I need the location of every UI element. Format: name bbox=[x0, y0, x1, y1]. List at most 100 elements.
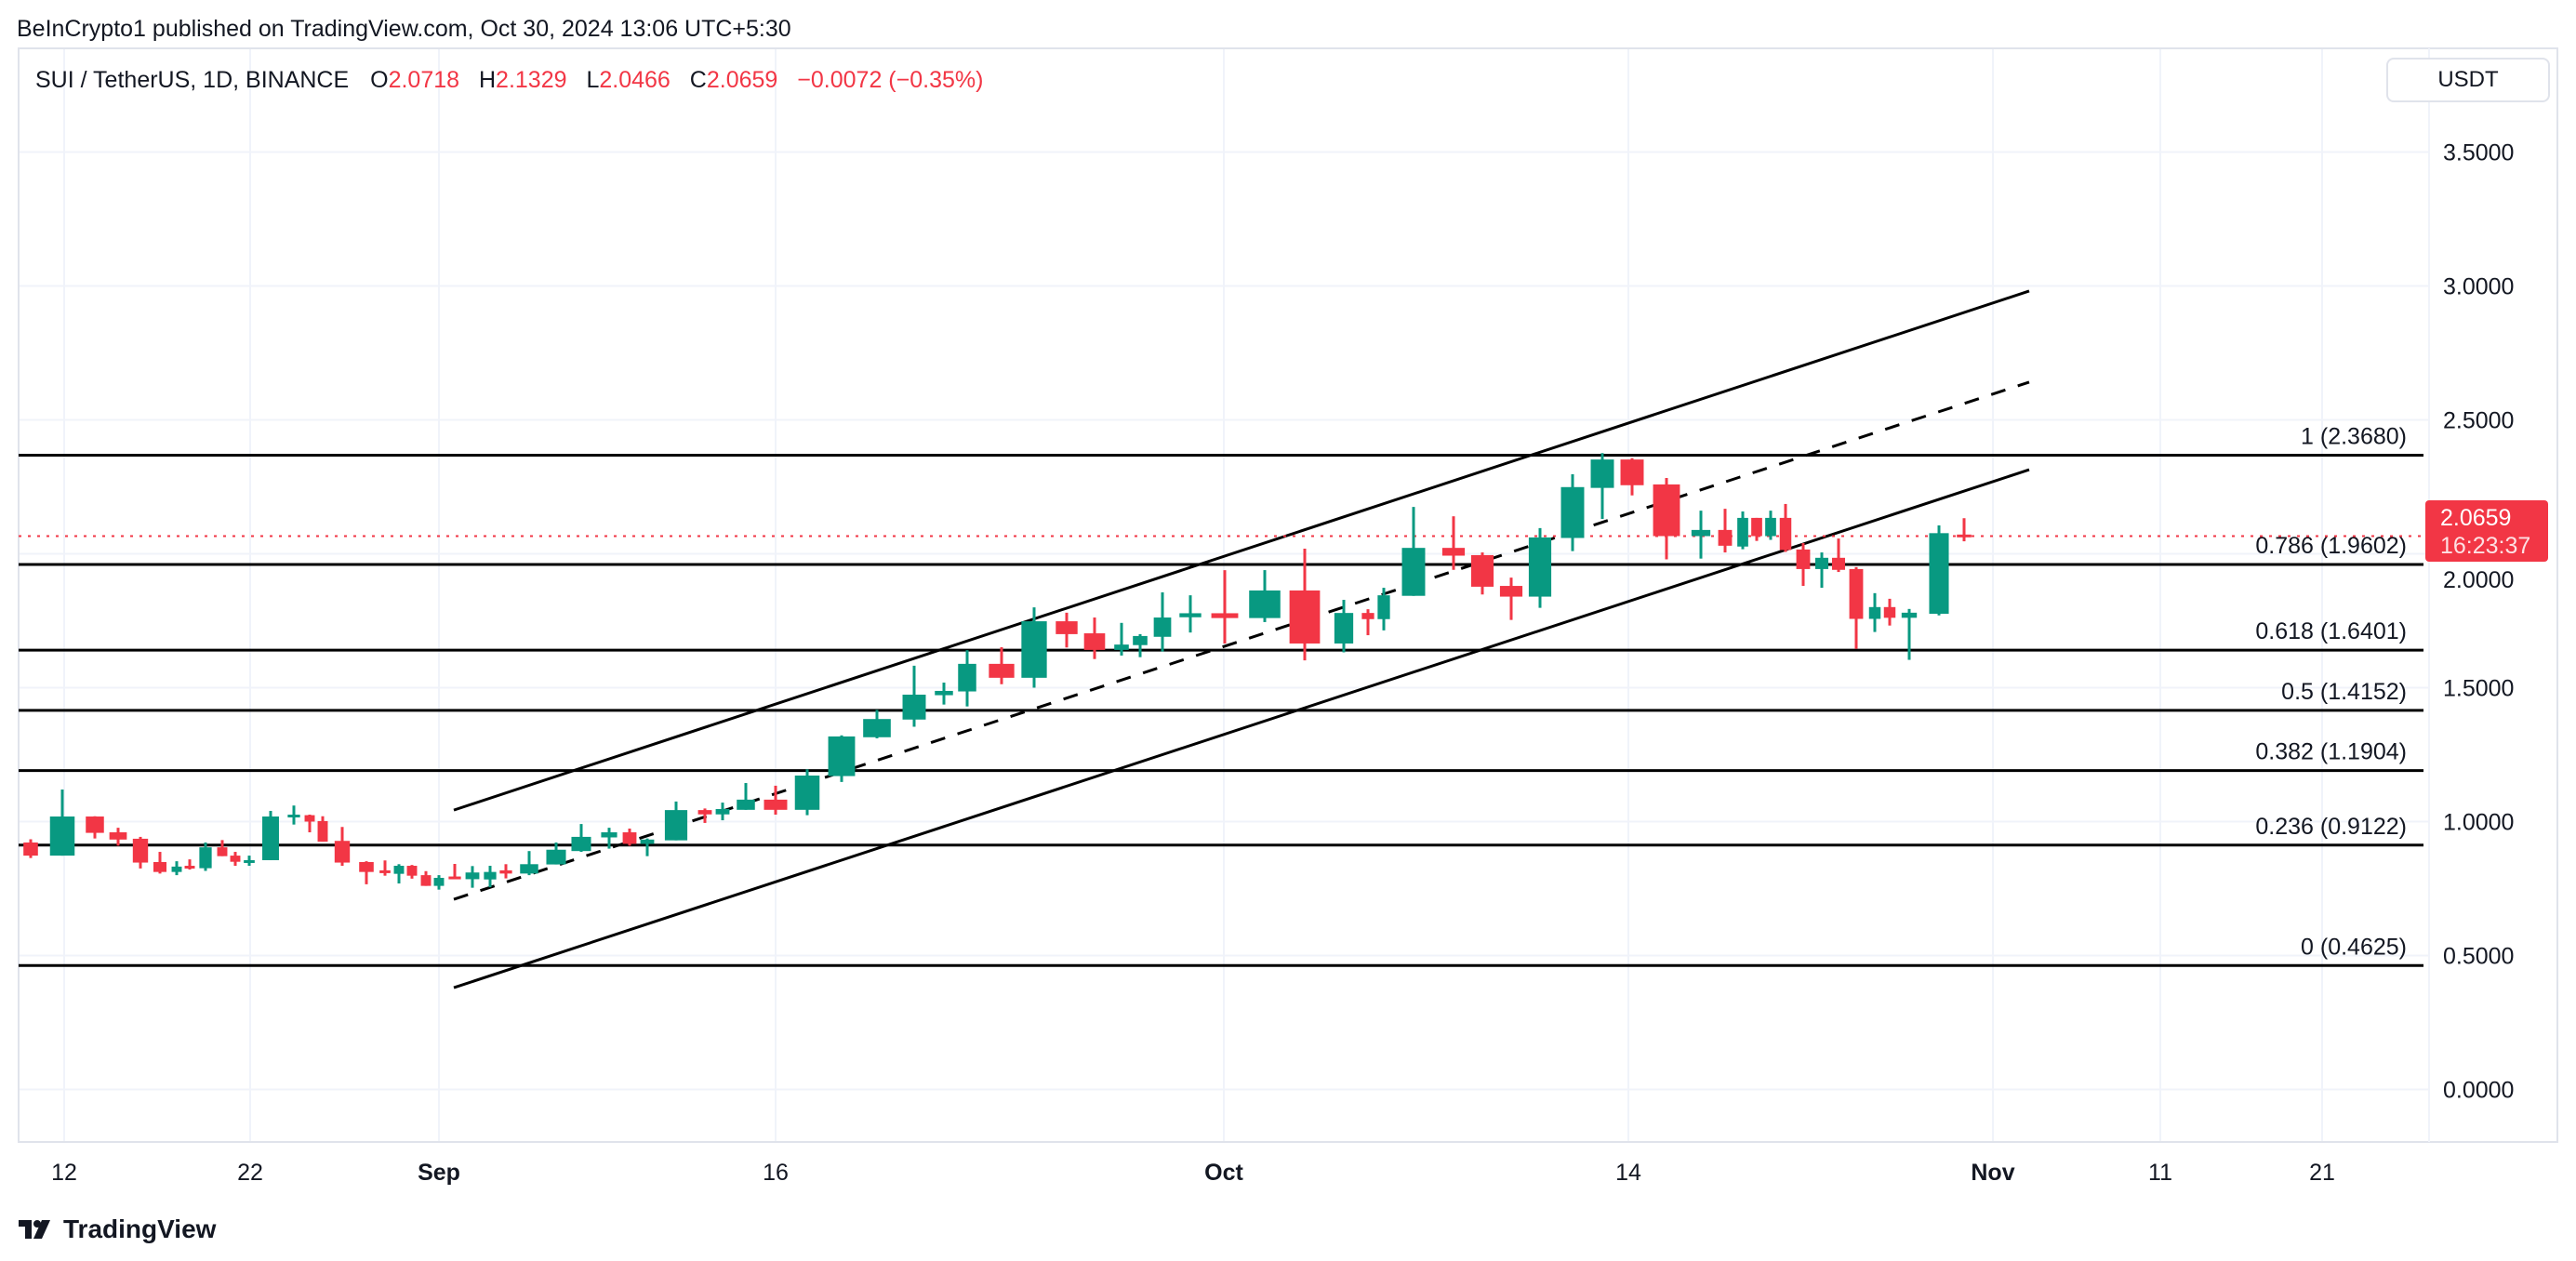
date-tick-label: Nov bbox=[1971, 1160, 2014, 1186]
price-tick-label: 0.5000 bbox=[2443, 944, 2514, 970]
candle-up bbox=[715, 803, 730, 821]
candle-body bbox=[1779, 517, 1792, 551]
candle-up bbox=[287, 805, 300, 825]
price-tick-label: 1.5000 bbox=[2443, 676, 2514, 702]
candle-down bbox=[230, 852, 241, 867]
candle-body bbox=[601, 832, 617, 838]
candle-down bbox=[317, 816, 328, 843]
candle-body bbox=[1751, 517, 1762, 537]
price-axis[interactable]: 3.5000 3.0000 2.5000 2.0000 1.5000 1.0000 0.50… bbox=[2443, 140, 2514, 1104]
fibonacci-retracement[interactable]: 1 (2.3680) 0.786 (1.9602) 0.618 (1.6401) 0.… bbox=[19, 424, 2423, 967]
date-tick-label: 16 bbox=[763, 1160, 789, 1186]
candle-body bbox=[1868, 606, 1881, 619]
open-value: 2.0718 bbox=[389, 67, 459, 93]
candle-body bbox=[448, 876, 461, 880]
candle-down bbox=[1056, 612, 1078, 648]
candle-down bbox=[1718, 509, 1733, 553]
candle-up bbox=[199, 842, 212, 871]
candle-up bbox=[601, 828, 617, 849]
channel-upper-line[interactable] bbox=[453, 289, 2030, 812]
candle-body bbox=[764, 799, 788, 810]
candle-body bbox=[1083, 633, 1106, 650]
candle-down bbox=[184, 859, 195, 870]
candle-down bbox=[1470, 552, 1494, 595]
candle-up bbox=[1560, 473, 1585, 551]
price-tick-label: 3.5000 bbox=[2443, 140, 2514, 166]
price-tick-label: 3.0000 bbox=[2443, 274, 2514, 300]
date-tick-label: Oct bbox=[1204, 1160, 1243, 1186]
candle-up bbox=[737, 783, 755, 810]
candle-body bbox=[109, 832, 127, 840]
candle-up bbox=[1133, 633, 1148, 657]
candle-up bbox=[1929, 524, 1949, 616]
candle-up bbox=[393, 864, 405, 884]
fib-level-label: 1 (2.3680) bbox=[2301, 424, 2407, 450]
candle-body bbox=[304, 815, 315, 822]
candle-body bbox=[520, 864, 538, 874]
candle-body bbox=[49, 816, 75, 856]
candle-body bbox=[1249, 590, 1281, 618]
candle-up bbox=[546, 842, 566, 865]
candle-down bbox=[379, 860, 391, 876]
date-tick-label: 14 bbox=[1615, 1160, 1641, 1186]
candle-up bbox=[1401, 507, 1426, 596]
channel-middle-line[interactable] bbox=[453, 380, 2030, 901]
candle-body bbox=[379, 869, 391, 873]
candle-up bbox=[1814, 552, 1829, 589]
channel-lower-line[interactable] bbox=[453, 468, 2030, 989]
candle-body bbox=[1056, 621, 1078, 634]
candle-body bbox=[1883, 606, 1896, 618]
candle-body bbox=[1211, 613, 1239, 618]
candle-down bbox=[304, 815, 315, 833]
candle-body bbox=[1441, 548, 1466, 556]
candle-body bbox=[863, 719, 891, 737]
candle-down bbox=[764, 785, 788, 816]
candle-down bbox=[23, 839, 38, 858]
parallel-channel[interactable] bbox=[453, 289, 2030, 989]
candle-up bbox=[640, 838, 655, 856]
candle-up bbox=[1114, 622, 1129, 656]
symbol-legend: SUI / TetherUS, 1D, BINANCE O2.0718 H2.1… bbox=[35, 67, 983, 93]
candle-down bbox=[359, 861, 374, 884]
candle-body bbox=[1401, 548, 1426, 596]
candle-body bbox=[1929, 533, 1949, 615]
candle-body bbox=[1957, 534, 1972, 538]
candle-down bbox=[86, 816, 104, 839]
low-label: L bbox=[586, 67, 599, 93]
candle-body bbox=[1590, 459, 1614, 488]
candle-body bbox=[1814, 557, 1829, 569]
candle-up bbox=[794, 769, 820, 816]
chart-frame bbox=[18, 47, 2558, 1143]
date-tick-label: Sep bbox=[418, 1160, 460, 1186]
candle-body bbox=[86, 816, 104, 833]
candle-body bbox=[1560, 486, 1585, 538]
date-tick-label: 22 bbox=[237, 1160, 263, 1186]
candle-body bbox=[244, 859, 255, 863]
price-tick-label: 1.0000 bbox=[2443, 810, 2514, 836]
candle-body bbox=[217, 847, 228, 856]
candle-body bbox=[199, 847, 212, 869]
currency-button[interactable]: USDT bbox=[2386, 58, 2550, 102]
candle-up bbox=[1377, 588, 1390, 630]
candle-body bbox=[393, 866, 405, 874]
candle-up bbox=[1901, 608, 1918, 660]
candle-body bbox=[737, 799, 755, 810]
candle-up bbox=[664, 801, 688, 841]
candle-down bbox=[406, 865, 418, 879]
candle-up bbox=[484, 866, 497, 888]
symbol-name[interactable]: SUI / TetherUS, 1D, BINANCE bbox=[35, 67, 349, 93]
candle-up bbox=[171, 861, 182, 876]
fib-level-label: 0.382 (1.1904) bbox=[2255, 739, 2407, 765]
candle-up bbox=[433, 875, 445, 890]
date-tick-label: 21 bbox=[2309, 1160, 2335, 1186]
candle-body bbox=[571, 836, 591, 852]
candle-up bbox=[935, 683, 953, 705]
candle-body bbox=[1179, 613, 1202, 617]
candle-body bbox=[1653, 484, 1680, 537]
candle-down bbox=[217, 840, 228, 856]
time-axis[interactable]: 12 22 Sep 16 Oct 14 Nov 11 21 bbox=[51, 1160, 2335, 1186]
fib-level-label: 0 (0.4625) bbox=[2301, 934, 2407, 960]
candle-up bbox=[49, 789, 75, 856]
tradingview-logo[interactable]: TradingView bbox=[19, 1215, 216, 1244]
